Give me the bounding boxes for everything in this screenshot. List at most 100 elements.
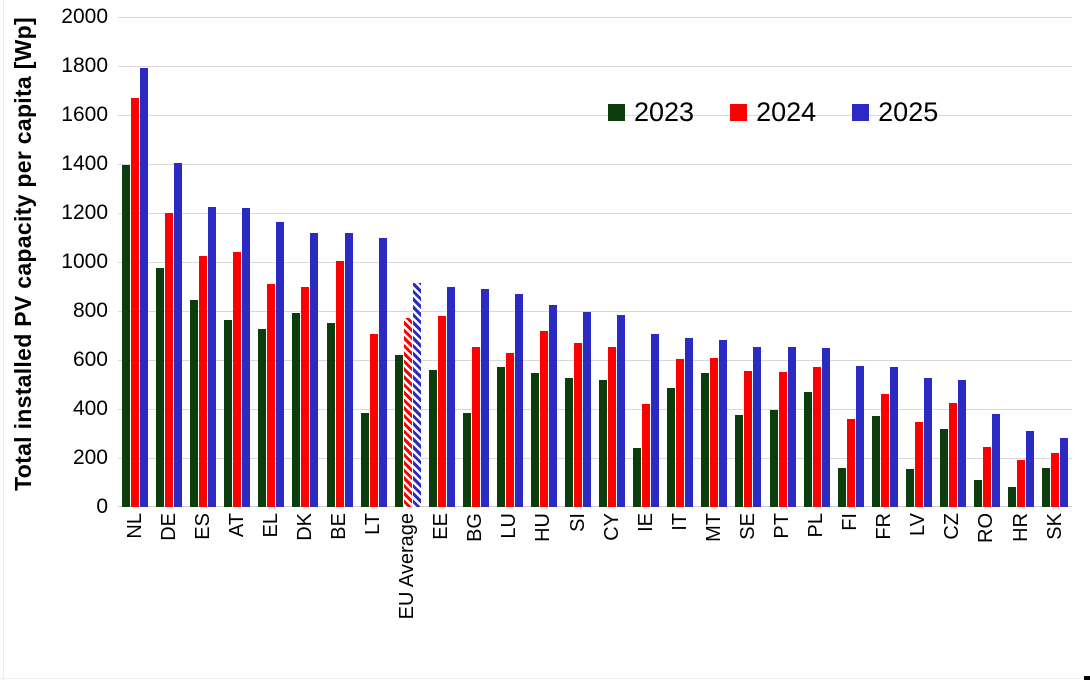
bar-2024-CY — [608, 346, 617, 507]
x-axis-label: IE — [634, 513, 657, 532]
x-axis-label-cell: ES — [186, 513, 220, 673]
bar-2023-EL — [258, 329, 267, 507]
bar-group-IT — [663, 17, 697, 507]
bar-group-FR — [868, 17, 902, 507]
bar-2025-DE — [174, 162, 183, 507]
x-axis-label-cell: DK — [288, 513, 322, 673]
bar-group-SK — [1038, 17, 1072, 507]
x-axis-label: CY — [600, 513, 623, 541]
bar-2024-LU — [505, 352, 514, 507]
x-axis-label: MT — [702, 513, 725, 542]
bar-2023-IT — [667, 388, 676, 507]
bar-2024-LT — [369, 334, 378, 507]
bar-2023-EE — [428, 369, 437, 507]
x-axis-label-cell: LU — [493, 513, 527, 673]
x-axis-label: PL — [805, 513, 828, 538]
legend: 2023 2024 2025 — [608, 99, 938, 126]
bar-2024-HU — [539, 330, 548, 507]
bar-2024-IE — [642, 404, 651, 507]
bottom-edge-line — [0, 678, 1090, 679]
bar-2025-IT — [685, 337, 694, 507]
bar-group-CZ — [936, 17, 970, 507]
x-axis-label-cell: SE — [731, 513, 765, 673]
x-axis-label-cell: FR — [868, 513, 902, 673]
bar-2023-EU-Average — [394, 355, 403, 507]
x-axis-label: DE — [157, 513, 180, 541]
bar-2024-DK — [301, 286, 310, 507]
legend-item-2023: 2023 — [608, 99, 694, 126]
bar-group-BE — [322, 17, 356, 507]
x-axis-label-cell: AT — [220, 513, 254, 673]
bar-group-BG — [459, 17, 493, 507]
bar-2025-BG — [480, 288, 489, 507]
x-axis-label-cell: PL — [800, 513, 834, 673]
bar-2025-HU — [548, 304, 557, 507]
bar-2025-LV — [923, 378, 932, 507]
bar-2023-BG — [462, 412, 471, 507]
gridline — [118, 66, 1072, 67]
gridline — [118, 213, 1072, 214]
x-axis-label: EE — [430, 513, 453, 540]
x-axis-label: CZ — [941, 513, 964, 540]
y-axis-tick-label: 1600 — [61, 103, 108, 126]
y-axis-tick-label: 1200 — [61, 201, 108, 224]
x-axis-label: FR — [873, 513, 896, 540]
x-axis-label-cell: EE — [425, 513, 459, 673]
x-axis-label-cell: HU — [527, 513, 561, 673]
x-axis-label-cell: CZ — [936, 513, 970, 673]
legend-swatch-icon — [608, 104, 625, 121]
bar-2025-RO — [991, 413, 1000, 507]
x-axis-label-cell: IE — [629, 513, 663, 673]
x-axis-label: SI — [566, 513, 589, 532]
x-axis-label-cell: FI — [834, 513, 868, 673]
bar-2024-EU-Average — [403, 318, 412, 507]
bar-group-ES — [186, 17, 220, 507]
bar-group-SI — [561, 17, 595, 507]
x-axis-label-cell: EU Average — [391, 513, 425, 673]
bar-2025-AT — [242, 208, 251, 507]
bar-2024-PL — [812, 367, 821, 507]
bar-2024-NL — [131, 97, 140, 507]
y-axis-tick-label: 1400 — [61, 152, 108, 175]
bar-2025-LT — [378, 237, 387, 507]
x-axis-label: ES — [191, 513, 214, 540]
bar-2024-LV — [914, 422, 923, 507]
bar-2024-BG — [471, 346, 480, 507]
y-axis-tick-label: 400 — [72, 397, 108, 420]
bar-2023-RO — [973, 480, 982, 507]
legend-item-2025: 2025 — [852, 99, 938, 126]
bar-2024-DE — [165, 213, 174, 507]
gridline — [118, 17, 1072, 18]
x-axis-label-cell: LT — [357, 513, 391, 673]
bar-2023-HU — [530, 373, 539, 507]
bar-2023-CY — [599, 379, 608, 507]
x-axis-label: BE — [328, 513, 350, 540]
bar-2024-MT — [710, 357, 719, 507]
bar-2023-NL — [122, 165, 131, 507]
gridline — [118, 409, 1072, 410]
bar-2023-LT — [360, 412, 369, 507]
bar-group-NL — [118, 17, 152, 507]
x-axis-label: HR — [1009, 513, 1032, 542]
legend-swatch-icon — [730, 104, 748, 121]
x-axis-label: SE — [736, 513, 759, 540]
bar-2023-SI — [565, 378, 574, 507]
bar-2023-ES — [190, 299, 199, 507]
y-axis-tick-label: 1800 — [61, 54, 108, 77]
bar-2024-SI — [574, 342, 583, 507]
bar-2024-BE — [335, 260, 344, 507]
bar-2024-AT — [233, 252, 242, 507]
bar-2024-ES — [199, 255, 208, 507]
bar-2023-DE — [156, 268, 165, 507]
x-axis-label: IT — [668, 513, 691, 531]
x-axis-label: PT — [771, 513, 794, 539]
x-axis-label-cell: SK — [1038, 513, 1072, 673]
x-axis-label: HU — [532, 513, 555, 542]
bar-2024-SE — [744, 371, 753, 507]
bar-2024-PT — [778, 372, 787, 507]
bar-2024-EE — [437, 315, 446, 507]
x-axis-label-cell: DE — [152, 513, 186, 673]
bar-2025-BE — [344, 232, 353, 507]
bar-2023-LU — [496, 367, 505, 507]
